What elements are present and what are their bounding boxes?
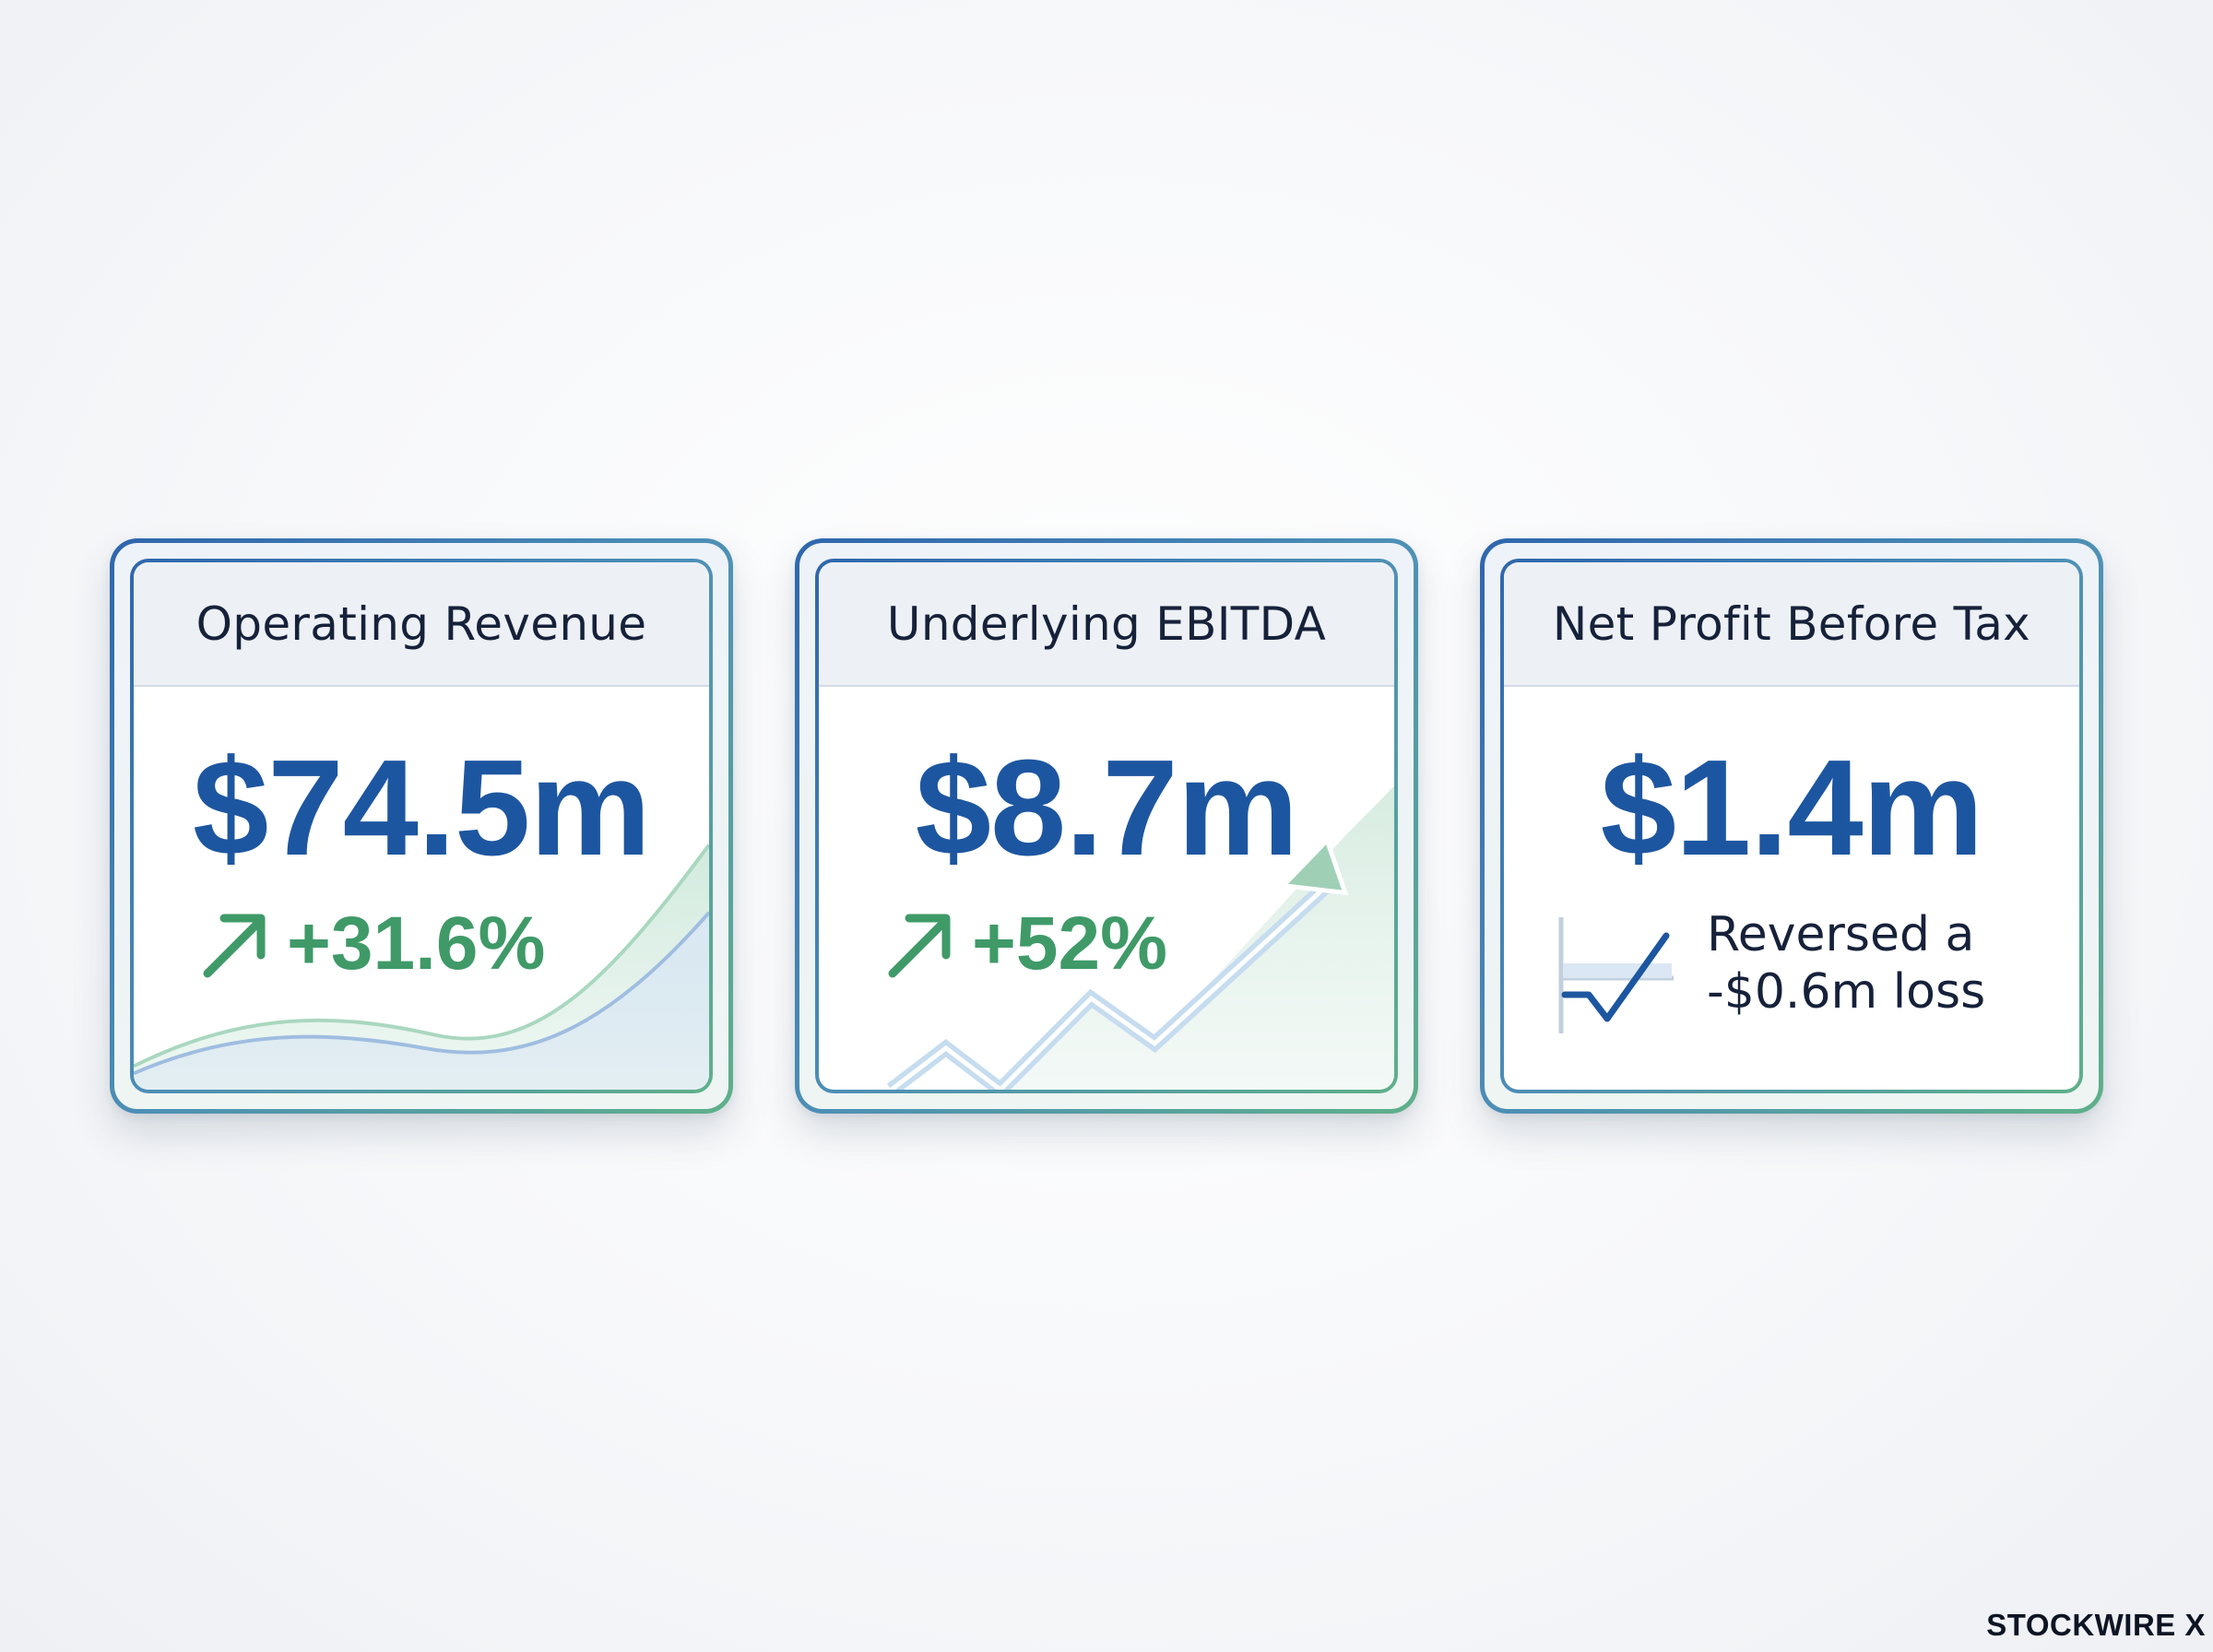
card-body: $1.4m Reversed a -$0.6m loss: [1504, 687, 2079, 1090]
metric-change: +31.6%: [200, 906, 545, 982]
wave-background-graphic: [134, 844, 709, 1090]
card-inner: Net Profit Before Tax $1.4m Reversed a -…: [1500, 559, 2083, 1093]
card-inner: Operating Revenue $7: [130, 559, 713, 1093]
card-title: Underlying EBITDA: [886, 596, 1327, 651]
loss-reversal-chart-icon: [1558, 917, 1674, 1033]
metric-value: $74.5m: [193, 732, 651, 884]
metric-card-operating-revenue: Operating Revenue $7: [110, 538, 733, 1114]
arrow-up-right-icon: [888, 914, 951, 978]
card-title: Net Profit Before Tax: [1552, 596, 2031, 651]
metric-card-underlying-ebitda: Underlying EBITDA $8.7m: [795, 538, 1418, 1114]
change-percent: +52%: [972, 902, 1168, 985]
metric-note: Reversed a -$0.6m loss: [1707, 906, 1985, 1021]
card-inner: Underlying EBITDA $8.7m: [815, 559, 1398, 1093]
metric-value: $8.7m: [915, 732, 1299, 884]
metric-value: $1.4m: [1600, 732, 1984, 884]
card-header: Underlying EBITDA: [819, 562, 1394, 687]
change-percent: +31.6%: [287, 902, 546, 985]
metric-change: +52%: [885, 906, 1167, 982]
card-header: Operating Revenue: [134, 562, 709, 687]
note-line-2: -$0.6m loss: [1707, 964, 1986, 1020]
note-line-1: Reversed a: [1707, 907, 1975, 962]
metric-card-net-profit-before-tax: Net Profit Before Tax $1.4m Reversed a -…: [1480, 538, 2103, 1114]
arrow-up-right-icon: [203, 914, 266, 978]
card-title: Operating Revenue: [195, 596, 647, 651]
card-body: $8.7m +52%: [819, 687, 1394, 1090]
card-body: $74.5m +31.6%: [134, 687, 709, 1090]
zigzag-growth-arrow-graphic: [886, 785, 1394, 1090]
card-header: Net Profit Before Tax: [1504, 562, 2079, 687]
brand-watermark: STOCKWIRE X: [1986, 1608, 2206, 1642]
